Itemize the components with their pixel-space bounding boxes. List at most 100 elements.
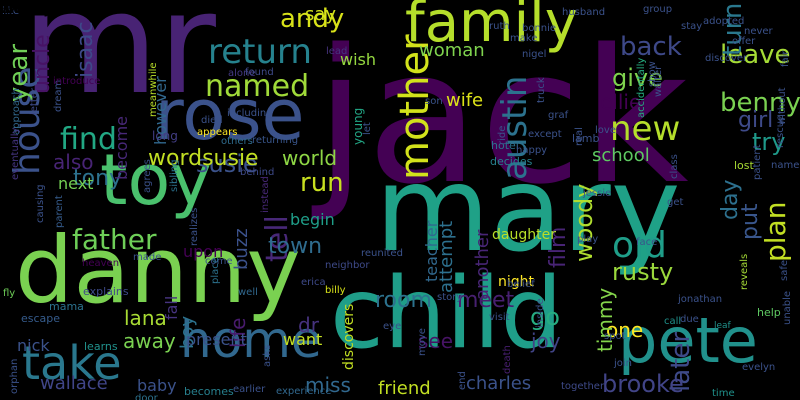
word: girl [738, 108, 774, 133]
word: lost [734, 159, 754, 172]
word: susie [196, 150, 258, 178]
word: next [58, 174, 94, 193]
word: together [561, 381, 605, 392]
word: buzz [231, 228, 252, 270]
word: night [498, 274, 535, 290]
word: graf [548, 110, 569, 121]
word: present [186, 330, 247, 349]
word: stay [681, 21, 703, 32]
word: wife [446, 90, 484, 111]
word: run [300, 168, 344, 198]
word: real [574, 127, 585, 146]
word: see [418, 329, 454, 353]
word: want [283, 330, 323, 349]
word: without [777, 87, 788, 125]
word: husband [562, 7, 606, 18]
word: come [205, 256, 233, 267]
word: sibling [169, 159, 180, 192]
word: like [2, 6, 20, 17]
word: time [712, 388, 735, 399]
word: old [612, 225, 667, 266]
word: well [238, 287, 258, 298]
word: fair [780, 50, 791, 67]
word: decides [490, 155, 533, 168]
word: appears [197, 127, 238, 138]
word: leaf [714, 321, 731, 331]
word: wallace [40, 373, 108, 394]
word: parent [54, 195, 65, 228]
word: father [72, 223, 157, 256]
word: class [669, 154, 680, 179]
word: wendy [0, 0, 53, 17]
word: join [614, 358, 633, 369]
word: discover [705, 53, 748, 64]
word: turn [718, 2, 748, 56]
word: found [245, 67, 274, 78]
word: return [208, 32, 312, 72]
word: child [330, 257, 563, 371]
word: chairman [0, 0, 76, 17]
word: lana [124, 306, 167, 330]
word: leaving [0, 0, 59, 17]
word: show [647, 61, 658, 87]
word: put [738, 203, 763, 240]
word: explains [83, 285, 129, 298]
word: jack [315, 9, 689, 225]
word: group [643, 4, 673, 15]
word: give [612, 64, 663, 92]
word: isaac [73, 21, 98, 78]
word: call [664, 316, 682, 327]
word: visit [489, 312, 510, 323]
word: move [417, 328, 428, 356]
word: uncle [30, 34, 55, 94]
word: andy [280, 4, 345, 34]
word: story [437, 292, 463, 303]
word: offer [732, 36, 756, 47]
word: lamb [572, 132, 600, 145]
word: bonnie [522, 23, 557, 34]
word: place [210, 257, 221, 284]
word: patient [752, 144, 763, 180]
word: play [577, 234, 599, 245]
word: belief [507, 279, 535, 290]
word: go [530, 303, 560, 331]
word: way [0, 0, 33, 17]
word: away [123, 329, 176, 353]
word: also [53, 150, 94, 174]
word: town [268, 234, 323, 259]
word: woman [419, 40, 485, 61]
word: reveals [739, 253, 750, 290]
word: upon [183, 242, 224, 261]
word: arm [0, 0, 32, 17]
word: mr [22, 0, 216, 126]
word: clock [0, 0, 42, 17]
word: except [528, 129, 562, 140]
word: baby [137, 376, 177, 395]
word: begin [290, 210, 335, 229]
word: leave [720, 40, 791, 70]
word: safe [779, 259, 790, 281]
word: family [405, 0, 578, 55]
word: take [22, 336, 122, 390]
word: inside [535, 298, 546, 328]
word: find [60, 122, 117, 157]
word: wish [340, 50, 377, 69]
word: plan [759, 201, 792, 262]
word: fall [162, 295, 181, 320]
word: help [757, 306, 781, 319]
word: become [112, 115, 131, 180]
word: say [305, 4, 337, 25]
word: asks [262, 344, 273, 367]
word: truck [536, 77, 547, 103]
word: back [620, 32, 682, 62]
word: wordsusie [148, 146, 259, 171]
word: world [282, 146, 338, 170]
word: school [592, 145, 650, 166]
word: miss [305, 373, 351, 397]
word: made [133, 252, 162, 263]
word: letter [29, 87, 40, 115]
word: behind [240, 167, 275, 178]
word: face [636, 237, 658, 248]
word: experience [276, 386, 332, 397]
word: dr [298, 313, 319, 337]
